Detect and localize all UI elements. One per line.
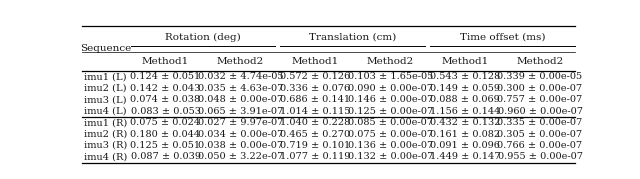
Text: Method1: Method1 [292, 57, 339, 66]
Text: Method2: Method2 [217, 57, 264, 66]
Text: 1.040 ± 0.228: 1.040 ± 0.228 [280, 118, 351, 127]
Text: 0.124 ± 0.051: 0.124 ± 0.051 [131, 72, 201, 81]
Text: 0.465 ± 0.270: 0.465 ± 0.270 [280, 130, 351, 139]
Text: 0.125 ± 0.051: 0.125 ± 0.051 [131, 141, 200, 150]
Text: 0.339 ± 0.00e-05: 0.339 ± 0.00e-05 [497, 72, 582, 81]
Text: 0.027 ± 9.97e-07: 0.027 ± 9.97e-07 [198, 118, 283, 127]
Text: imu3 (L): imu3 (L) [84, 95, 127, 104]
Text: 0.572 ± 0.126: 0.572 ± 0.126 [280, 72, 351, 81]
Text: 1.014 ± 0.115: 1.014 ± 0.115 [280, 107, 351, 116]
Text: 0.146 ± 0.00e-07: 0.146 ± 0.00e-07 [348, 95, 433, 104]
Text: 0.065 ± 3.91e-07: 0.065 ± 3.91e-07 [198, 107, 283, 116]
Text: Translation (cm): Translation (cm) [309, 33, 396, 42]
Text: 0.335 ± 0.00e-07: 0.335 ± 0.00e-07 [497, 118, 582, 127]
Text: 0.686 ± 0.141: 0.686 ± 0.141 [280, 95, 351, 104]
Text: 0.432 ± 0.132: 0.432 ± 0.132 [430, 118, 500, 127]
Text: 0.091 ± 0.096: 0.091 ± 0.096 [430, 141, 500, 150]
Text: 0.032 ± 4.74e-05: 0.032 ± 4.74e-05 [198, 72, 284, 81]
Text: 0.090 ± 0.00e-07: 0.090 ± 0.00e-07 [348, 84, 433, 93]
Text: imu4 (L): imu4 (L) [84, 107, 127, 116]
Text: 0.142 ± 0.043: 0.142 ± 0.043 [131, 84, 201, 93]
Text: 0.048 ± 0.00e-07: 0.048 ± 0.00e-07 [198, 95, 283, 104]
Text: Time offset (ms): Time offset (ms) [460, 33, 545, 42]
Text: 1.156 ± 0.144: 1.156 ± 0.144 [430, 107, 500, 116]
Text: Method2: Method2 [516, 57, 564, 66]
Text: 0.543 ± 0.128: 0.543 ± 0.128 [430, 72, 500, 81]
Text: 0.034 ± 0.00e-07: 0.034 ± 0.00e-07 [198, 130, 283, 139]
Text: 0.136 ± 0.00e-07: 0.136 ± 0.00e-07 [348, 141, 433, 150]
Text: 0.088 ± 0.069: 0.088 ± 0.069 [430, 95, 500, 104]
Text: 0.336 ± 0.076: 0.336 ± 0.076 [280, 84, 351, 93]
Text: 0.149 ± 0.059: 0.149 ± 0.059 [430, 84, 500, 93]
Text: 0.085 ± 0.00e-07: 0.085 ± 0.00e-07 [348, 118, 433, 127]
Text: imu1 (L): imu1 (L) [84, 72, 127, 81]
Text: 0.719 ± 0.101: 0.719 ± 0.101 [280, 141, 351, 150]
Text: 0.087 ± 0.039: 0.087 ± 0.039 [131, 152, 200, 161]
Text: 0.103 ± 1.65e-05: 0.103 ± 1.65e-05 [348, 72, 433, 81]
Text: imu4 (R): imu4 (R) [84, 152, 127, 161]
Text: 0.075 ± 0.00e-07: 0.075 ± 0.00e-07 [348, 130, 433, 139]
Text: 0.960 ± 0.00e-07: 0.960 ± 0.00e-07 [497, 107, 582, 116]
Text: 0.050 ± 3.22e-07: 0.050 ± 3.22e-07 [198, 152, 283, 161]
Text: 0.074 ± 0.038: 0.074 ± 0.038 [131, 95, 200, 104]
Text: Method1: Method1 [442, 57, 489, 66]
Text: 0.300 ± 0.00e-07: 0.300 ± 0.00e-07 [497, 84, 582, 93]
Text: Method1: Method1 [142, 57, 189, 66]
Text: 0.161 ± 0.082: 0.161 ± 0.082 [430, 130, 500, 139]
Text: 0.955 ± 0.00e-07: 0.955 ± 0.00e-07 [497, 152, 582, 161]
Text: 0.305 ± 0.00e-07: 0.305 ± 0.00e-07 [497, 130, 582, 139]
Text: imu2 (R): imu2 (R) [84, 130, 127, 139]
Text: Method2: Method2 [367, 57, 414, 66]
Text: imu3 (R): imu3 (R) [84, 141, 127, 150]
Text: imu2 (L): imu2 (L) [84, 84, 127, 93]
Text: 0.038 ± 0.00e-07: 0.038 ± 0.00e-07 [198, 141, 283, 150]
Text: 0.035 ± 4.63e-07: 0.035 ± 4.63e-07 [198, 84, 283, 93]
Text: imu1 (R): imu1 (R) [84, 118, 127, 127]
Text: Sequence: Sequence [79, 44, 131, 53]
Text: 0.757 ± 0.00e-07: 0.757 ± 0.00e-07 [497, 95, 582, 104]
Text: 0.180 ± 0.044: 0.180 ± 0.044 [131, 130, 200, 139]
Text: 0.083 ± 0.053: 0.083 ± 0.053 [131, 107, 200, 116]
Text: 0.125 ± 0.00e-07: 0.125 ± 0.00e-07 [348, 107, 433, 116]
Text: 0.132 ± 0.00e-07: 0.132 ± 0.00e-07 [348, 152, 433, 161]
Text: 0.075 ± 0.024: 0.075 ± 0.024 [131, 118, 200, 127]
Text: 1.077 ± 0.119: 1.077 ± 0.119 [280, 152, 351, 161]
Text: 1.449 ± 0.147: 1.449 ± 0.147 [430, 152, 500, 161]
Text: 0.766 ± 0.00e-07: 0.766 ± 0.00e-07 [497, 141, 582, 150]
Text: Rotation (deg): Rotation (deg) [165, 33, 241, 42]
